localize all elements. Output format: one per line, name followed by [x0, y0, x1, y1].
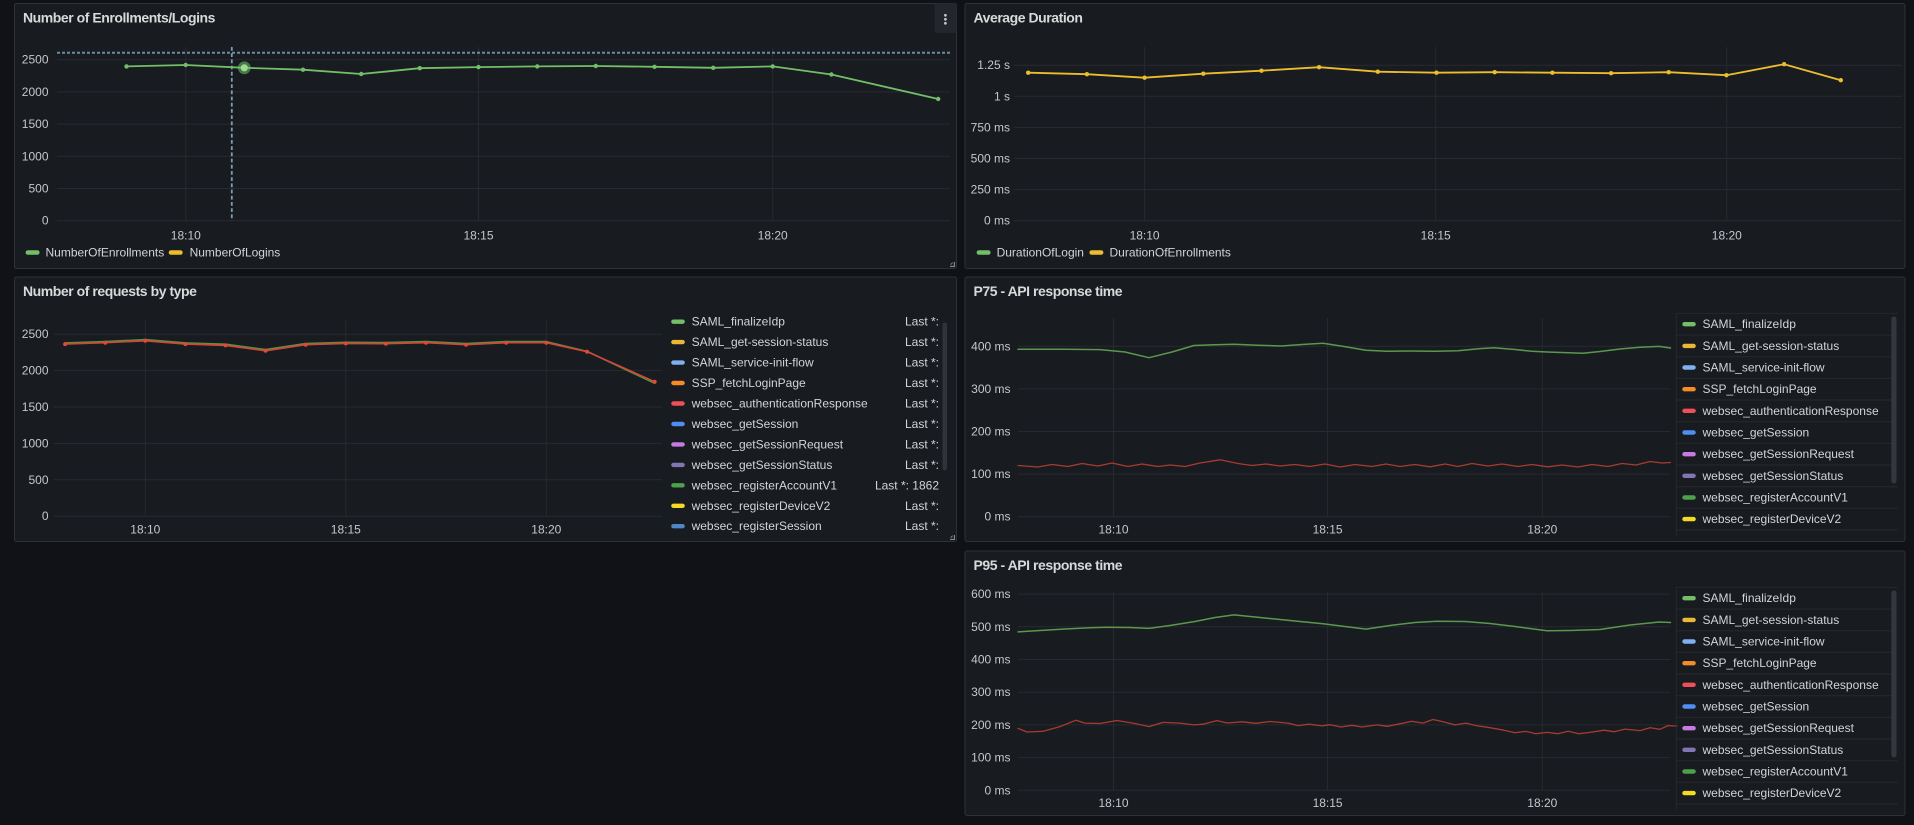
svg-text:250 ms: 250 ms	[971, 183, 1010, 197]
svg-text:NumberOfLogins: NumberOfLogins	[190, 246, 281, 260]
svg-text:SSP_fetchLoginPage: SSP_fetchLoginPage	[1703, 382, 1817, 396]
svg-text:websec_registerDeviceV2: websec_registerDeviceV2	[691, 499, 831, 513]
svg-text:Last *:: Last *:	[905, 499, 939, 513]
svg-text:2000: 2000	[22, 364, 49, 378]
svg-text:websec_getSessionRequest: websec_getSessionRequest	[1702, 721, 1855, 735]
svg-text:2500: 2500	[22, 53, 49, 67]
svg-text:websec_getSessionStatus: websec_getSessionStatus	[1702, 469, 1844, 483]
svg-text:18:20: 18:20	[1712, 229, 1742, 243]
svg-text:18:10: 18:10	[1098, 523, 1128, 537]
svg-text:Last *: 1862: Last *: 1862	[875, 478, 939, 492]
svg-text:websec_registerSession: websec_registerSession	[691, 519, 822, 533]
svg-text:SSP_fetchLoginPage: SSP_fetchLoginPage	[692, 376, 806, 390]
svg-text:websec_getSession: websec_getSession	[1702, 426, 1810, 440]
svg-text:Last *:: Last *:	[905, 397, 939, 411]
svg-text:DurationOfLogin: DurationOfLogin	[997, 246, 1084, 260]
svg-text:400 ms: 400 ms	[971, 339, 1010, 353]
svg-text:SAML_service-init-flow: SAML_service-init-flow	[1703, 635, 1825, 649]
svg-text:SAML_get-session-status: SAML_get-session-status	[1703, 339, 1840, 353]
svg-text:websec_getSessionStatus: websec_getSessionStatus	[1702, 743, 1844, 757]
svg-text:18:10: 18:10	[171, 229, 201, 243]
svg-text:Last *:: Last *:	[905, 335, 939, 349]
svg-text:Last *:: Last *:	[905, 437, 939, 451]
svg-text:websec_authenticationResponse: websec_authenticationResponse	[691, 397, 868, 411]
svg-text:600 ms: 600 ms	[971, 587, 1010, 601]
svg-text:websec_authenticationResponse: websec_authenticationResponse	[1702, 678, 1879, 692]
svg-text:100 ms: 100 ms	[971, 751, 1010, 765]
svg-text:Number of requests by type: Number of requests by type	[23, 283, 197, 299]
svg-text:2000: 2000	[22, 85, 49, 99]
svg-text:DurationOfEnrollments: DurationOfEnrollments	[1110, 246, 1231, 260]
svg-text:18:15: 18:15	[1313, 796, 1343, 810]
svg-text:websec_registerAccountV1: websec_registerAccountV1	[691, 478, 838, 492]
svg-text:18:15: 18:15	[1313, 523, 1343, 537]
svg-text:300 ms: 300 ms	[971, 382, 1010, 396]
svg-text:SAML_service-init-flow: SAML_service-init-flow	[692, 356, 814, 370]
svg-text:0 ms: 0 ms	[984, 510, 1010, 524]
svg-text:1000: 1000	[22, 436, 49, 450]
svg-text:18:20: 18:20	[1527, 796, 1557, 810]
svg-text:18:10: 18:10	[1130, 229, 1160, 243]
svg-text:18:20: 18:20	[758, 229, 788, 243]
svg-text:websec_getSessionRequest: websec_getSessionRequest	[691, 437, 844, 451]
svg-text:websec_getSessionRequest: websec_getSessionRequest	[1702, 447, 1855, 461]
svg-text:websec_registerSession: websec_registerSession	[1702, 808, 1833, 822]
svg-text:0 ms: 0 ms	[984, 783, 1010, 797]
svg-text:0: 0	[42, 214, 49, 228]
svg-text:Average Duration: Average Duration	[974, 10, 1083, 26]
svg-text:Last *:: Last *:	[905, 519, 939, 533]
svg-text:SSP_fetchLoginPage: SSP_fetchLoginPage	[1703, 656, 1817, 670]
svg-text:1000: 1000	[22, 149, 49, 163]
svg-text:500 ms: 500 ms	[971, 152, 1010, 166]
svg-text:Last *:: Last *:	[905, 458, 939, 472]
svg-text:500: 500	[28, 473, 48, 487]
svg-text:18:20: 18:20	[1527, 523, 1557, 537]
svg-text:1.25 s: 1.25 s	[977, 58, 1010, 72]
svg-text:Number of Enrollments/Logins: Number of Enrollments/Logins	[23, 10, 216, 26]
svg-text:websec_getSessionStatus: websec_getSessionStatus	[691, 458, 833, 472]
svg-text:websec_registerDeviceV2: websec_registerDeviceV2	[1702, 786, 1842, 800]
svg-text:500: 500	[28, 182, 48, 196]
svg-text:750 ms: 750 ms	[971, 120, 1010, 134]
svg-text:0 ms: 0 ms	[984, 214, 1010, 228]
svg-text:1 s: 1 s	[994, 89, 1010, 103]
svg-text:18:15: 18:15	[1421, 229, 1451, 243]
svg-text:Last *:: Last *:	[905, 376, 939, 390]
svg-text:18:10: 18:10	[1098, 796, 1128, 810]
svg-text:SAML_get-session-status: SAML_get-session-status	[1703, 613, 1840, 627]
svg-text:Last *:: Last *:	[905, 417, 939, 431]
svg-text:2500: 2500	[22, 327, 49, 341]
svg-text:SAML_finalizeIdp: SAML_finalizeIdp	[1703, 591, 1797, 605]
svg-text:websec_registerAccountV1: websec_registerAccountV1	[1702, 765, 1849, 779]
svg-text:200 ms: 200 ms	[971, 718, 1010, 732]
svg-text:0: 0	[42, 509, 49, 523]
svg-text:P95 - API response time: P95 - API response time	[974, 557, 1123, 573]
svg-text:websec_registerDeviceV2: websec_registerDeviceV2	[1702, 512, 1842, 526]
svg-text:18:10: 18:10	[130, 523, 160, 537]
svg-text:18:20: 18:20	[531, 523, 561, 537]
svg-text:SAML_finalizeIdp: SAML_finalizeIdp	[692, 315, 786, 329]
svg-text:18:15: 18:15	[463, 229, 493, 243]
svg-text:websec_getSession: websec_getSession	[1702, 700, 1810, 714]
svg-text:400 ms: 400 ms	[971, 653, 1010, 667]
svg-text:websec_getSession: websec_getSession	[691, 417, 799, 431]
svg-text:300 ms: 300 ms	[971, 685, 1010, 699]
svg-text:websec_registerSession: websec_registerSession	[1702, 534, 1833, 548]
svg-text:P75 - API response time: P75 - API response time	[974, 283, 1123, 299]
svg-text:SAML_service-init-flow: SAML_service-init-flow	[1703, 361, 1825, 375]
svg-text:1500: 1500	[22, 117, 49, 131]
svg-text:100 ms: 100 ms	[971, 467, 1010, 481]
svg-text:NumberOfEnrollments: NumberOfEnrollments	[46, 246, 165, 260]
svg-text:18:15: 18:15	[331, 523, 361, 537]
svg-text:200 ms: 200 ms	[971, 425, 1010, 439]
svg-text:Last *:: Last *:	[905, 356, 939, 370]
svg-text:SAML_finalizeIdp: SAML_finalizeIdp	[1703, 317, 1797, 331]
svg-text:websec_registerAccountV1: websec_registerAccountV1	[1702, 491, 1849, 505]
svg-text:Last *:: Last *:	[905, 315, 939, 329]
svg-text:SAML_get-session-status: SAML_get-session-status	[692, 335, 829, 349]
svg-text:1500: 1500	[22, 400, 49, 414]
svg-text:500 ms: 500 ms	[971, 620, 1010, 634]
svg-text:websec_authenticationResponse: websec_authenticationResponse	[1702, 404, 1879, 418]
